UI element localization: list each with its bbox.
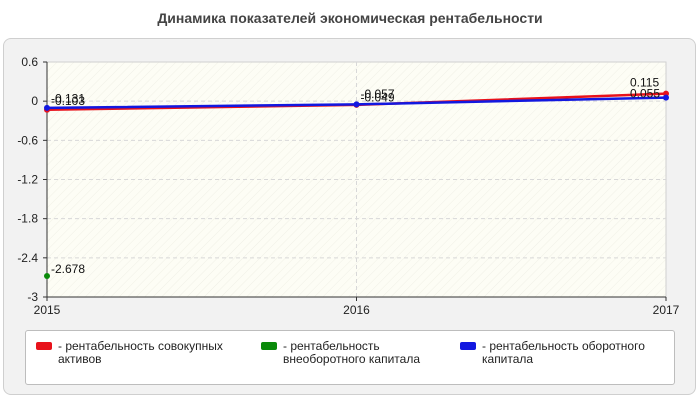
data-point[interactable] xyxy=(44,104,50,111)
legend-label: - рентабельность оборотного капитала xyxy=(482,339,645,366)
x-tick-label: 2017 xyxy=(653,303,680,317)
grid-lines xyxy=(47,62,666,297)
x-tick-label: 2016 xyxy=(343,303,370,317)
y-tick-label: -3 xyxy=(27,290,38,304)
y-tick-label: 0 xyxy=(31,94,38,108)
data-label: 0.055 xyxy=(630,87,660,101)
x-tick-labels: 2015 2016 2017 xyxy=(34,303,680,317)
data-point[interactable] xyxy=(44,272,50,279)
y-tick-label: 0.6 xyxy=(21,55,38,69)
axes xyxy=(43,61,667,301)
y-tick-label: -2.4 xyxy=(17,251,38,265)
y-tick-label: -0.6 xyxy=(17,133,38,147)
data-label: -0.103 xyxy=(51,94,85,108)
legend-swatch-red xyxy=(36,342,52,350)
y-tick-label: -1.2 xyxy=(17,173,38,187)
data-label: -0.049 xyxy=(361,90,395,104)
y-tick-labels: 0.6 0 -0.6 -1.2 -1.8 -2.4 -3 xyxy=(17,55,38,304)
legend-label: - рентабельность внеоборотного капитала xyxy=(283,339,420,366)
series-group: -0.131 -0.057 0.115 -2.678 -0.103 -0.049 0.055 xyxy=(44,76,669,279)
x-tick-label: 2015 xyxy=(34,303,61,317)
legend-label: - рентабельность совокупных активов xyxy=(58,339,223,366)
y-tick-label: -1.8 xyxy=(17,212,38,226)
data-label: -0.057 xyxy=(361,87,395,101)
legend-swatch-green xyxy=(261,342,277,350)
data-point[interactable] xyxy=(353,101,360,108)
data-label: 0.115 xyxy=(630,76,659,90)
data-label: -0.131 xyxy=(51,92,85,106)
data-point[interactable] xyxy=(663,94,669,101)
legend-swatch-blue xyxy=(460,342,476,350)
chart-title: Динамика показателей экономическая рента… xyxy=(157,10,543,26)
legend: - рентабельность совокупных активов - ре… xyxy=(25,330,675,385)
data-label: -2.678 xyxy=(51,262,85,276)
